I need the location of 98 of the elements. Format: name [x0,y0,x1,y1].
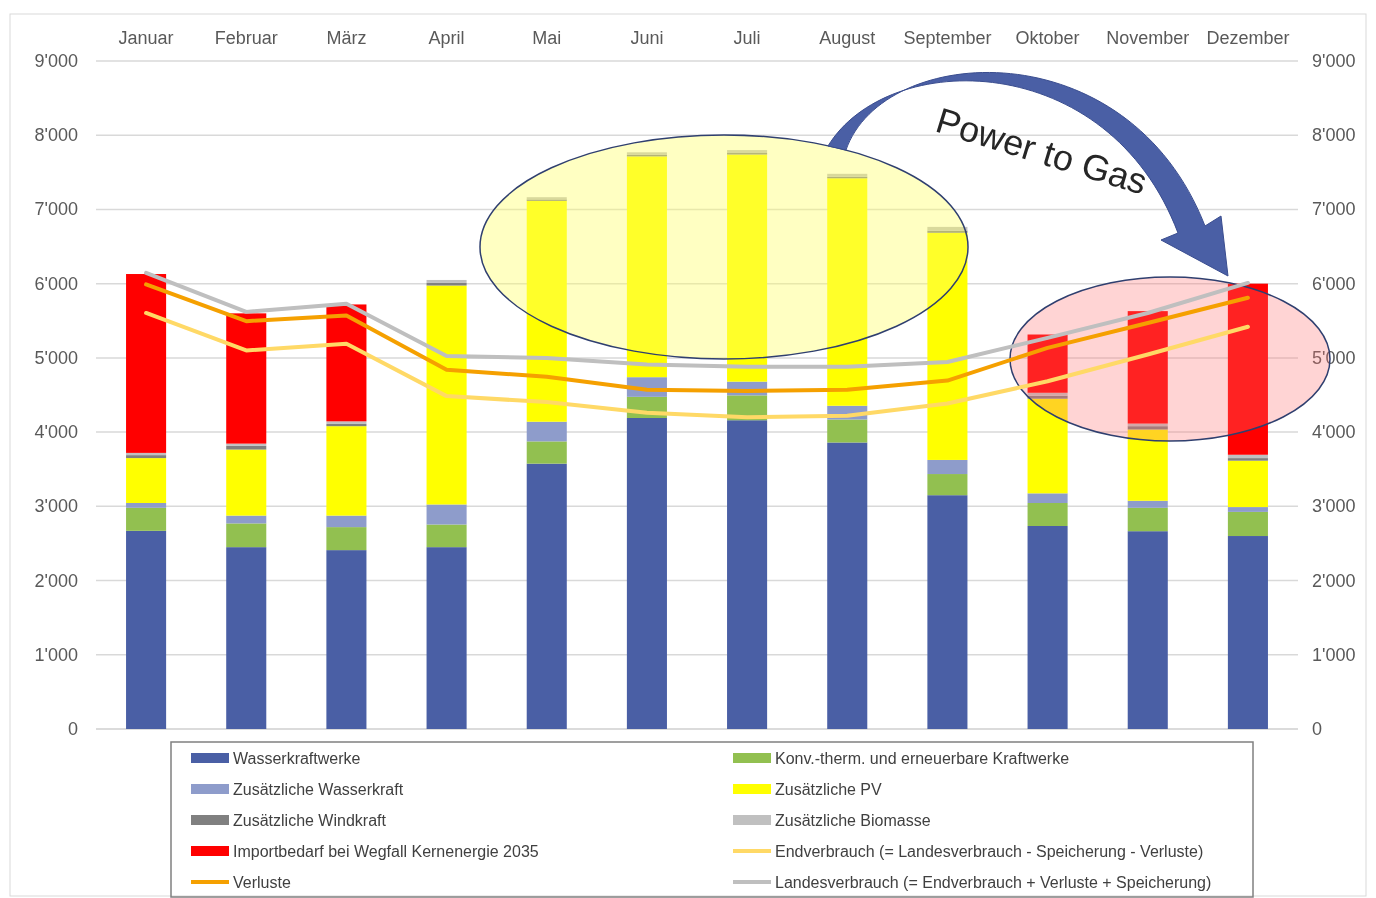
line-series [144,270,1250,369]
x-tick-label: September [903,28,992,48]
bar [1227,460,1268,508]
bar [326,515,367,528]
bar [927,459,968,475]
y2-tick-label: 6'000 [1312,273,1356,294]
legend-label: Landesverbrauch (= Endverbrauch + Verluste + Speicherung) [775,874,1212,891]
bar [927,230,968,233]
y-tick-label: 8'000 [34,125,78,146]
bar [226,443,267,446]
bar [526,463,567,729]
x-tick-label: Oktober [1015,28,1080,48]
bar [1227,458,1268,461]
bar [626,156,667,378]
bar [626,418,667,729]
y2-tick-label: 2'000 [1312,570,1356,591]
bar [827,178,868,406]
bar [1227,283,1268,455]
bar [226,515,267,524]
x-tick-label: Mai [532,28,562,48]
bar [927,226,968,231]
x-tick-label: Dezember [1206,28,1290,48]
legend-label: Zusätzliche Biomasse [775,812,931,829]
bar [1027,502,1068,526]
x-tick-label: Juni [630,28,664,48]
bar [1127,500,1168,508]
y-tick-label: 1'000 [34,644,78,665]
bar [226,449,267,516]
y-tick-label: 7'000 [34,199,78,220]
bar [226,313,267,444]
bar [1227,454,1268,459]
legend-label: Zusätzliche Windkraft [233,812,387,829]
x-tick-label: November [1106,28,1190,48]
bar [426,547,467,729]
bar [727,154,768,382]
bar [1127,311,1168,424]
legend-label: Verluste [233,874,291,891]
y2-tick-label: 0 [1312,719,1323,739]
bar [126,530,167,729]
bar [927,232,968,460]
y-tick-label: 0 [67,719,78,739]
bar [426,504,467,525]
legend-label: Zusätzliche PV [775,781,883,798]
bar [126,502,167,508]
x-tick-label: April [428,28,465,48]
y2-tick-label: 3'000 [1312,496,1356,517]
legend-label: Endverbrauch (= Landesverbrauch - Speicherung - Verluste) [775,843,1204,860]
bar [526,421,567,442]
bar [226,523,267,548]
y-tick-label: 6'000 [34,273,78,294]
legend-label: Konv.-therm. und erneuerbare Kraftwerke [775,750,1070,767]
bar [1127,429,1168,501]
x-tick-label: August [819,28,876,48]
bar [226,547,267,729]
x-tick-label: Januar [118,28,174,48]
bar [526,441,567,464]
y2-tick-label: 8'000 [1312,125,1356,146]
annotation: Power to Gas [931,99,1152,203]
bar [126,458,167,503]
bar [326,550,367,729]
x-tick-label: Juli [733,28,761,48]
bar [1127,531,1168,729]
y2-tick-label: 1'000 [1312,644,1356,665]
bar [927,474,968,496]
bar [226,445,267,450]
legend-label: Wasserkraftwerke [233,750,361,767]
bar [326,426,367,516]
bar [1227,511,1268,537]
bar [827,419,868,443]
y-tick-label: 4'000 [34,422,78,443]
bar [126,507,167,531]
y2-tick-label: 9'000 [1312,51,1356,71]
bar [827,442,868,729]
bar [1227,536,1268,729]
y-tick-label: 2'000 [34,570,78,591]
bar [526,200,567,422]
bar [426,524,467,548]
legend-label: Importbedarf bei Wegfall Kernenergie 2035 [233,843,539,860]
bar [1127,507,1168,532]
x-tick-label: Februar [214,28,278,48]
y-tick-label: 5'000 [34,347,78,368]
bar [1027,398,1068,494]
bar [727,420,768,729]
y-tick-label: 9'000 [34,51,78,71]
bar [1027,526,1068,729]
bar [927,495,968,729]
bar [126,274,167,453]
bar [1227,507,1268,512]
y2-tick-label: 7'000 [1312,199,1356,220]
legend-label: Zusätzliche Wasserkraft [233,781,404,798]
bar [326,527,367,551]
bar [1027,493,1068,503]
line-series [144,282,1250,393]
y2-tick-label: 4'000 [1312,422,1356,443]
x-tick-label: März [326,28,367,48]
bar [426,285,467,505]
y-tick-label: 3'000 [34,496,78,517]
line-series [144,310,1250,420]
